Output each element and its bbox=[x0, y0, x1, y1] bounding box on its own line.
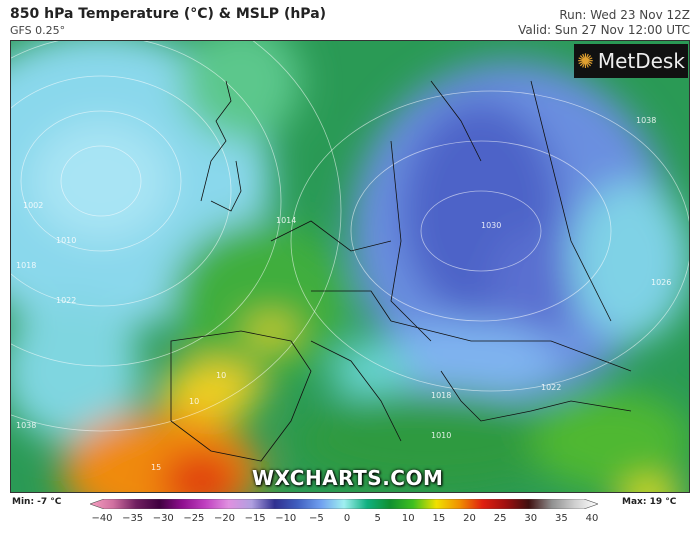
isobar-label: 1018 bbox=[431, 391, 452, 400]
isobar-label: 1010 bbox=[56, 236, 77, 245]
scale-tick-label: −30 bbox=[152, 513, 174, 524]
scale-tick-label: 25 bbox=[493, 513, 507, 524]
color-scale-bar bbox=[90, 499, 598, 509]
metdesk-burst-icon: ✺ bbox=[577, 49, 594, 73]
scale-tick-label: −15 bbox=[244, 513, 266, 524]
scale-tick-label: −35 bbox=[122, 513, 144, 524]
isobar-label: 1014 bbox=[276, 216, 297, 225]
run-info: Run: Wed 23 Nov 12Z Valid: Sun 27 Nov 12… bbox=[518, 8, 690, 38]
weather-map[interactable]: 1002 1010 1018 1022 1014 1030 1038 1026 … bbox=[10, 40, 690, 493]
watermark: WXCHARTS.COM bbox=[252, 466, 444, 490]
scale-tick-label: 20 bbox=[463, 513, 476, 524]
scale-tick-label: 0 bbox=[343, 513, 351, 524]
isobar-label: 10 bbox=[216, 371, 227, 380]
max-label: Max: 19 °C bbox=[622, 497, 677, 507]
run-time: Run: Wed 23 Nov 12Z bbox=[559, 8, 690, 22]
isobar-label: 10 bbox=[189, 397, 200, 406]
scale-tick-label: −25 bbox=[183, 513, 205, 524]
isobar-label: 1038 bbox=[636, 116, 657, 125]
valid-time: Valid: Sun 27 Nov 12:00 UTC bbox=[518, 23, 690, 37]
isobar-label: 1010 bbox=[431, 431, 452, 440]
scale-tick-label: 5 bbox=[374, 513, 381, 524]
isobar-label: 1038 bbox=[16, 421, 37, 430]
isobar-label: 1002 bbox=[23, 201, 44, 210]
scale-tick-label: −5 bbox=[309, 513, 324, 524]
temperature-field bbox=[11, 41, 689, 492]
scale-tick-label: −20 bbox=[213, 513, 236, 524]
isobar-label: 1022 bbox=[56, 296, 77, 305]
color-scale-ticks: −40 −35 −30 −25 −20 −15 −10 −5 0 5 10 15 20 25 30 35 40 bbox=[0, 513, 700, 527]
scale-tick-label: 40 bbox=[585, 513, 599, 524]
scale-tick-label: 15 bbox=[432, 513, 446, 524]
isobar-label: 1022 bbox=[541, 383, 562, 392]
scale-tick-label: 35 bbox=[555, 513, 568, 524]
min-label: Min: -7 °C bbox=[12, 497, 62, 507]
isobar-label: 1018 bbox=[16, 261, 37, 270]
map-title: 850 hPa Temperature (°C) & MSLP (hPa) bbox=[10, 6, 327, 22]
scale-tick-label: 30 bbox=[524, 513, 538, 524]
metdesk-logo: ✺ MetDesk bbox=[574, 44, 688, 78]
scale-tick-label: 10 bbox=[401, 513, 415, 524]
isobar-label: 1026 bbox=[651, 278, 672, 287]
scale-tick-label: −40 bbox=[91, 513, 113, 524]
model-label: GFS 0.25° bbox=[10, 24, 66, 37]
isobar-label: 1030 bbox=[481, 221, 502, 230]
scale-tick-label: −10 bbox=[275, 513, 297, 524]
isobar-label: 15 bbox=[151, 463, 162, 472]
logo-text: MetDesk bbox=[597, 49, 685, 73]
